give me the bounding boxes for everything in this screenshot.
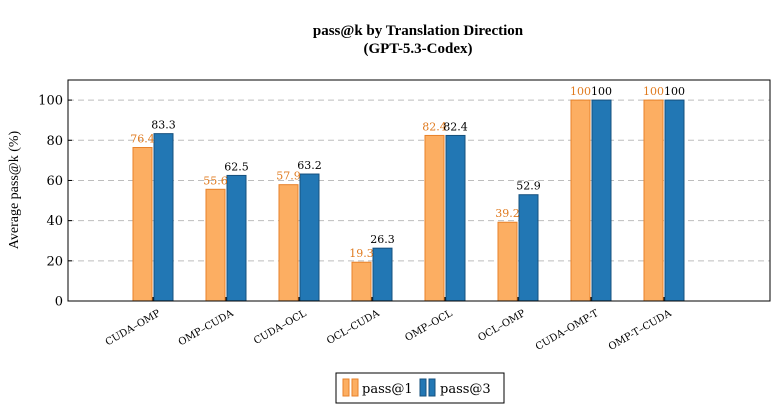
y-tick-label: 80	[46, 134, 63, 149]
legend: pass@1 pass@3	[335, 372, 505, 404]
x-tick-label: CUDA–OMP	[104, 308, 163, 348]
bar-pass-at-1-5	[497, 221, 518, 302]
bar-pass-at-1-0	[132, 147, 153, 302]
data-label: 63.2	[297, 159, 322, 172]
legend-label-pass1: pass@1	[362, 382, 413, 397]
legend-swatch-pass1-a	[342, 378, 350, 397]
bar-pass-at-1-1	[205, 188, 226, 302]
legend-swatch-pass3-b	[428, 378, 436, 397]
data-label: 100	[643, 85, 664, 98]
bar-pass-at-1-2	[278, 184, 299, 302]
chart-title-line1: pass@k by Translation Direction	[313, 23, 524, 39]
bar-pass-at-3-3	[372, 247, 393, 302]
bar-pass-at-1-4	[424, 134, 445, 302]
data-label: 100	[570, 85, 591, 98]
x-tick-label: CUDA–OCL	[252, 308, 309, 347]
data-label: 76.4	[130, 133, 155, 146]
x-tick-label: OMP–CUDA	[177, 308, 236, 349]
bar-pass-at-3-5	[518, 194, 539, 302]
bar-pass-at-3-4	[445, 134, 466, 302]
data-label: 26.3	[370, 233, 395, 246]
y-tick-label: 0	[55, 295, 63, 310]
y-tick-label: 100	[38, 94, 63, 109]
data-label: 82.4	[443, 120, 468, 133]
bars	[132, 99, 685, 302]
y-axis-ticks: 0 20 40 60 80 100	[38, 94, 72, 310]
legend-label-pass3: pass@3	[440, 382, 491, 397]
x-tick-label: OCL–OMP	[476, 308, 527, 344]
bar-pass-at-3-0	[153, 133, 174, 302]
bar-pass-at-3-1	[226, 174, 247, 302]
y-axis-label: Average pass@k (%)	[7, 130, 22, 249]
y-tick-label: 20	[46, 254, 63, 269]
bar-pass-at-1-6	[570, 99, 591, 302]
bar-pass-at-1-3	[351, 261, 372, 302]
x-tick-label: OMP–OCL	[403, 308, 454, 344]
data-label: 62.5	[224, 160, 249, 173]
data-label: 100	[664, 85, 685, 98]
x-tick-label: OCL–CUDA	[325, 308, 382, 347]
bar-pass-at-3-7	[664, 99, 685, 302]
x-tick-label: CUDA–OMP-T	[534, 308, 601, 353]
y-tick-label: 60	[46, 174, 63, 189]
x-tick-label: OMP-T–CUDA	[607, 308, 674, 353]
plot-frame	[67, 79, 771, 302]
y-tick-label: 40	[46, 214, 63, 229]
data-label: 100	[591, 85, 612, 98]
bar-pass-at-3-2	[299, 173, 320, 302]
data-label: 39.2	[495, 207, 520, 220]
data-labels: 76.483.3 55.662.5 57.963.2 19.326.3 82.482.4…	[130, 85, 685, 260]
data-label: 83.3	[151, 119, 176, 132]
bar-pass-at-3-6	[591, 99, 612, 302]
data-label: 52.9	[516, 180, 541, 193]
data-label: 57.9	[276, 170, 301, 183]
x-axis-ticks: CUDA–OMP OMP–CUDA CUDA–OCL OCL–CUDA OMP–OCL O…	[104, 297, 674, 353]
legend-swatch-pass1-b	[351, 378, 359, 397]
legend-swatch-pass3-a	[419, 378, 427, 397]
chart-title-line2: (GPT-5.3-Codex)	[363, 41, 472, 57]
data-label: 55.6	[203, 174, 228, 187]
data-label: 82.4	[422, 120, 447, 133]
data-label: 19.3	[349, 247, 374, 260]
bar-pass-at-1-7	[643, 99, 664, 302]
